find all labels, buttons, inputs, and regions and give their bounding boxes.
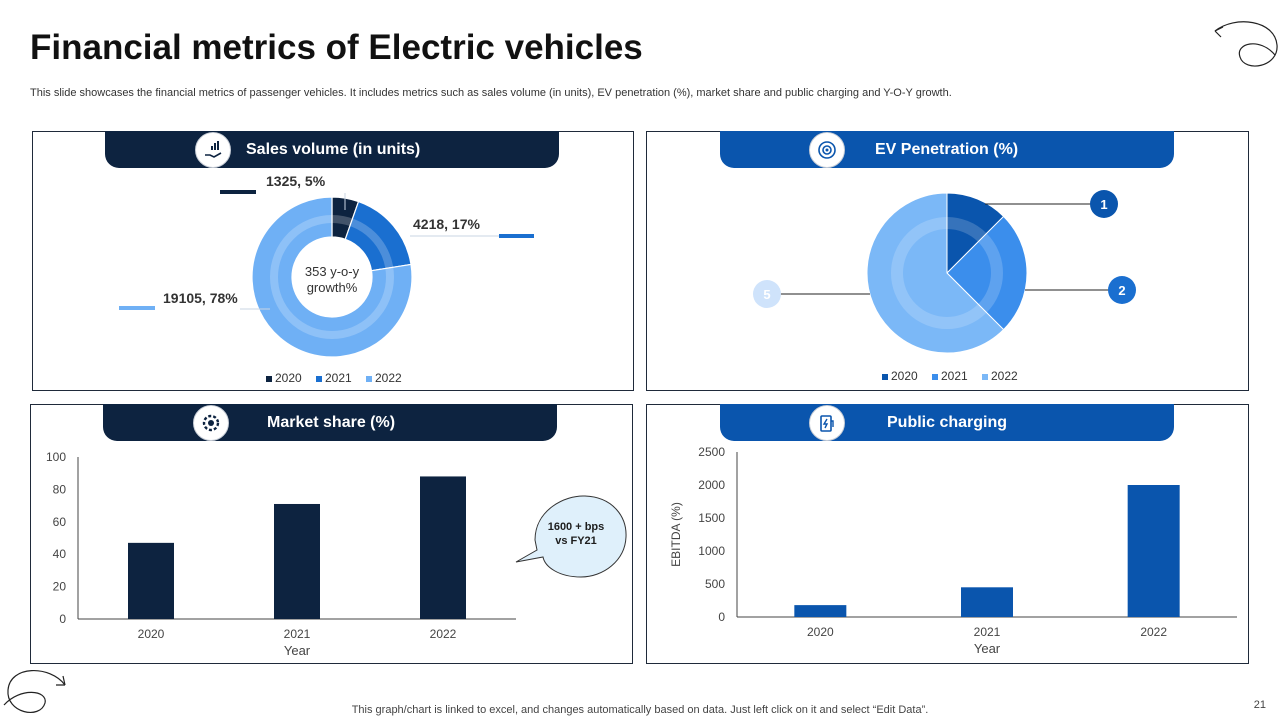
market-x-tick-2020: 2020	[138, 627, 165, 641]
pie-legend-label-2020: 2020	[891, 369, 918, 383]
donut-data-label-2020: 1325, 5%	[266, 173, 326, 189]
sales-volume-title: Sales volume (in units)	[246, 141, 421, 158]
swirl-arrow-top-icon	[1214, 21, 1278, 67]
ev-penetration-title: EV Penetration (%)	[875, 141, 1019, 158]
donut-legend-swatch-2020	[266, 376, 272, 382]
pie-slice-2020	[946, 192, 1005, 275]
donut-slice-2022	[251, 196, 413, 358]
donut-legend-label-2021: 2021	[325, 371, 352, 385]
charging-x-tick-2020: 2020	[807, 625, 834, 639]
pie-data-label-2022: 5	[763, 287, 770, 302]
market-y-tick-60: 60	[53, 515, 67, 529]
market-y-tick-40: 40	[53, 547, 67, 561]
public-charging-title: Public charging	[887, 414, 1008, 431]
market-y-tick-20: 20	[53, 580, 67, 594]
target-icon	[809, 132, 845, 168]
donut-label-marker-2020	[220, 190, 256, 194]
donut-data-label-2021: 4218, 17%	[413, 216, 480, 232]
hand-coins-icon	[195, 132, 231, 168]
market-x-tick-2022: 2022	[430, 627, 457, 641]
market-bar-2022	[420, 476, 466, 619]
charging-y-tick-500: 500	[705, 577, 725, 591]
charging-y-tick-1500: 1500	[698, 511, 725, 525]
charging-bar-2022	[1127, 485, 1180, 617]
pie-legend-swatch-2020	[882, 374, 888, 380]
pie-legend-label-2022: 2022	[991, 369, 1018, 383]
callout-text: 1600 + bps vs FY21	[534, 520, 618, 548]
pie-legend-swatch-2022	[982, 374, 988, 380]
pie-inner-ring	[891, 217, 1003, 329]
market-x-label: Year	[284, 643, 311, 658]
pie-label-badge-2021	[1108, 276, 1136, 304]
market-y-tick-80: 80	[53, 482, 67, 496]
market-bar-2021	[274, 503, 320, 619]
donut-inner-ring	[270, 215, 394, 339]
page-subtitle: This slide showcases the financial metri…	[30, 87, 952, 99]
donut-data-label-2022: 19105, 78%	[163, 290, 238, 306]
charging-y-tick-0: 0	[718, 610, 725, 624]
gear-chart-icon	[193, 405, 229, 441]
market-y-tick-100: 100	[46, 450, 66, 464]
callout-line-2: vs FY21	[555, 535, 597, 547]
donut-center-line-1: 353 y-o-y	[304, 264, 360, 279]
donut-label-marker-2021	[499, 234, 534, 238]
donut-legend-label-2020: 2020	[275, 371, 302, 385]
charging-x-tick-2022: 2022	[1140, 625, 1167, 639]
donut-legend-label-2022: 2022	[375, 371, 402, 385]
donut-label-marker-2022	[119, 306, 155, 310]
donut-center-text: 353 y-o-y growth%	[282, 264, 382, 296]
page-title: Financial metrics of Electric vehicles	[30, 28, 643, 67]
ev-penetration-header: EV Penetration (%)	[720, 131, 1174, 168]
footer-note: This graph/chart is linked to excel, and…	[351, 704, 929, 716]
market-bar-2020	[128, 542, 174, 619]
pie-legend-swatch-2021	[932, 374, 938, 380]
charging-y-tick-2500: 2500	[698, 445, 725, 459]
pie-label-badge-2022	[753, 280, 781, 308]
pie-data-label-2021: 2	[1118, 283, 1125, 298]
page-number: 21	[1253, 699, 1266, 711]
market-y-tick-0: 0	[59, 612, 66, 626]
market-share-header: Market share (%)	[103, 404, 557, 441]
callout-line-1: 1600 + bps	[547, 521, 605, 533]
market-share-panel	[30, 404, 633, 664]
donut-legend-swatch-2022	[366, 376, 372, 382]
charging-x-label: Year	[974, 641, 1001, 656]
donut-center-line-2: growth%	[306, 280, 358, 295]
charging-y-label: EBITDA (%)	[669, 502, 683, 567]
charging-y-tick-1000: 1000	[698, 544, 725, 558]
charging-y-tick-2000: 2000	[698, 478, 725, 492]
pie-legend-label-2021: 2021	[941, 369, 968, 383]
pie-slice-2022	[866, 192, 1005, 354]
charging-x-tick-2021: 2021	[974, 625, 1001, 639]
public-charging-header: Public charging	[720, 404, 1174, 441]
charging-station-icon	[809, 405, 845, 441]
market-x-tick-2021: 2021	[284, 627, 311, 641]
donut-legend-swatch-2021	[316, 376, 322, 382]
swirl-arrow-bottom-icon	[3, 670, 66, 713]
charging-bar-2020	[794, 605, 847, 617]
callout-bubble	[515, 495, 627, 578]
sales-volume-header: Sales volume (in units)	[105, 131, 559, 168]
pie-label-badge-2020	[1090, 190, 1118, 218]
charging-bar-2021	[961, 587, 1013, 617]
pie-slice-2021	[946, 215, 1028, 331]
pie-data-label-2020: 1	[1100, 197, 1107, 212]
market-share-title: Market share (%)	[267, 414, 396, 431]
